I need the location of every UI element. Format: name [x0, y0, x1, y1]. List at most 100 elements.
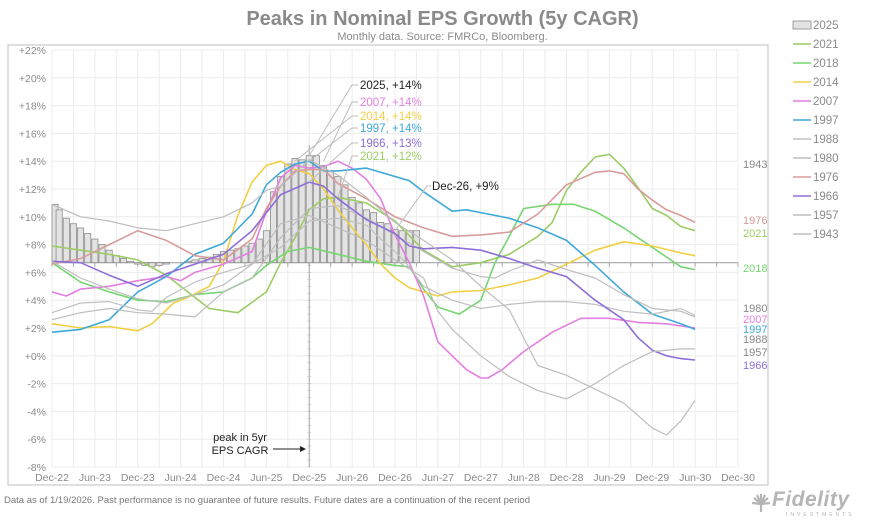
- x-tick-label: Dec-22: [35, 472, 69, 484]
- y-tick-label: +6%: [25, 267, 46, 279]
- x-tick-label: Jun-27: [422, 472, 454, 484]
- logo-starburst-icon: [751, 494, 771, 512]
- x-tick-label: Dec-23: [121, 472, 155, 484]
- x-tick-label: Jun-24: [165, 472, 197, 484]
- annotation-label: 2007, +14%: [360, 97, 422, 109]
- bar-2025: [62, 217, 70, 264]
- x-tick-label: Dec-28: [550, 472, 584, 484]
- y-tick-label: +16%: [19, 128, 46, 140]
- y-tick-label: -4%: [27, 406, 46, 418]
- end-label-1966: 1966: [743, 360, 767, 372]
- end-label-2021: 2021: [743, 228, 767, 240]
- bar-2025: [262, 230, 270, 264]
- bar-2025: [119, 258, 127, 264]
- annotation-label-dec26: Dec-26, +9%: [432, 181, 499, 193]
- bar-2025: [127, 260, 135, 264]
- end-label-2018: 2018: [743, 263, 767, 275]
- legend-label-2018: 2018: [813, 58, 839, 70]
- y-tick-label: -8%: [27, 462, 46, 474]
- x-tick-label: Jun-23: [79, 472, 111, 484]
- x-tick-label: Jun-30: [679, 472, 711, 484]
- bar-2025: [398, 230, 406, 264]
- bar-2025: [134, 262, 142, 265]
- annotation-leader: [394, 185, 431, 231]
- end-label-1943: 1943: [743, 159, 767, 171]
- series-line-1943: [51, 159, 696, 436]
- annotation-label: 1966, +13%: [360, 138, 422, 150]
- chart-subtitle: Monthly data. Source: FMRCo, Bloomberg.: [337, 31, 548, 43]
- series-line-1988: [51, 217, 696, 317]
- x-tick-label: Dec-26: [378, 472, 412, 484]
- annotation-label: 1997, +14%: [360, 123, 422, 135]
- series-line-1980: [51, 205, 696, 321]
- bar-2025: [191, 259, 199, 264]
- annotation-leader: [294, 115, 358, 162]
- legend-label-1988: 1988: [813, 134, 839, 146]
- legend-label-2014: 2014: [813, 77, 839, 89]
- series-line-1997: [51, 160, 696, 333]
- y-tick-label: +20%: [19, 73, 46, 85]
- y-tick-label: +2%: [25, 323, 46, 335]
- x-tick-label: Jun-25: [250, 472, 282, 484]
- legend-label-1943: 1943: [813, 229, 839, 241]
- annotation-leader: [323, 101, 358, 162]
- bar-2025: [255, 238, 263, 264]
- footnote: Data as of 1/19/2026. Past performance i…: [4, 495, 530, 506]
- annotation-leader: [337, 155, 358, 198]
- bar-2025: [105, 249, 113, 264]
- fidelity-logo: Fidelity INVESTMENTS: [750, 488, 875, 520]
- peak-label: peak in 5yr: [213, 432, 267, 444]
- y-tick-label: +22%: [19, 45, 46, 57]
- bar-2025: [162, 262, 170, 265]
- legend-label-1980: 1980: [813, 153, 839, 165]
- y-tick-label: -6%: [27, 434, 46, 446]
- end-label-1957: 1957: [743, 347, 767, 359]
- end-label-1988: 1988: [743, 334, 767, 346]
- x-tick-label: Dec-27: [464, 472, 498, 484]
- series-line-1966: [51, 181, 696, 361]
- legend-label-2025: 2025: [813, 20, 839, 32]
- bar-2025: [312, 155, 320, 264]
- logo-text: Fidelity: [772, 488, 850, 511]
- y-tick-label: -2%: [27, 379, 46, 391]
- bar-2025: [348, 196, 356, 264]
- bar-2025: [155, 262, 163, 266]
- bar-2025: [320, 164, 328, 264]
- y-tick-label: +10%: [19, 212, 46, 224]
- y-tick-label: +4%: [25, 295, 46, 307]
- series-line-2014: [51, 160, 696, 332]
- legend-label-1957: 1957: [813, 210, 839, 222]
- annotation-label: 2021, +12%: [360, 151, 422, 163]
- series-line-1957: [51, 214, 696, 400]
- x-tick-label: Dec-29: [635, 472, 669, 484]
- legend-label-2021: 2021: [813, 39, 839, 51]
- bar-2025: [55, 209, 63, 264]
- legend-label-1976: 1976: [813, 172, 839, 184]
- bar-2025: [291, 158, 299, 264]
- bar-2025: [69, 223, 77, 264]
- legend-label-1966: 1966: [813, 191, 839, 203]
- y-tick-label: +12%: [19, 184, 46, 196]
- x-tick-label: Jun-29: [593, 472, 625, 484]
- annotation-label: 2025, +14%: [360, 80, 422, 92]
- series-line-2007: [51, 160, 696, 379]
- y-tick-label: +8%: [25, 240, 46, 252]
- x-tick-label: Dec-30: [721, 472, 755, 484]
- bar-2025: [362, 209, 370, 264]
- y-tick-label: +18%: [19, 101, 46, 113]
- end-label-1997: 1997: [743, 324, 767, 336]
- legend-label-2007: 2007: [813, 96, 839, 108]
- peak-label: EPS CAGR: [212, 445, 269, 457]
- x-tick-label: Dec-24: [207, 472, 241, 484]
- logo-subtext: INVESTMENTS: [786, 512, 855, 518]
- series-line-1976: [51, 168, 696, 265]
- bar-2025: [284, 163, 292, 264]
- bar-2025: [327, 170, 335, 264]
- bar-2025: [298, 159, 306, 264]
- bar-2025: [341, 184, 349, 264]
- legend-label-1997: 1997: [813, 115, 839, 127]
- annotation-leader: [308, 84, 358, 156]
- x-tick-label: Dec-25: [292, 472, 326, 484]
- y-tick-label: +14%: [19, 156, 46, 168]
